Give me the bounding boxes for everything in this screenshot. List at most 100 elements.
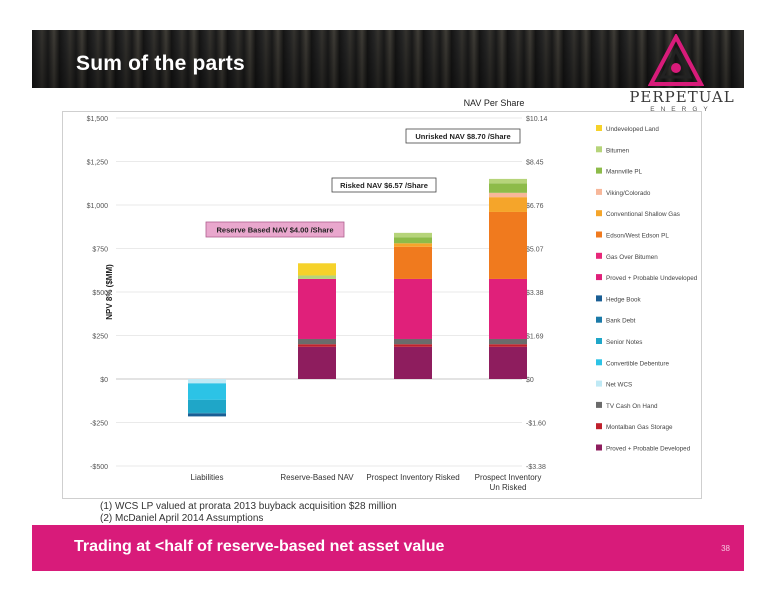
- y-tick-label: $1,000: [87, 203, 109, 210]
- bar-segment: [298, 278, 336, 339]
- x-tick-label: Reserve-Based NAV: [280, 473, 354, 482]
- y-tick-label: -$500: [90, 464, 108, 471]
- legend-label: Bank Debt: [606, 318, 636, 325]
- y-axis-title: NPV 8% ($MM): [105, 264, 114, 320]
- legend-swatch: [596, 316, 602, 323]
- legend-swatch: [596, 380, 602, 387]
- bar-segment: [489, 278, 527, 339]
- secondary-y-tick-label: $6.76: [526, 203, 544, 210]
- logo-subtitle: ENERGY: [650, 106, 714, 113]
- secondary-y-tick-label: -$1.60: [526, 421, 546, 428]
- footnote-1: (1) WCS LP valued at prorata 2013 buybac…: [100, 501, 397, 512]
- bar-segment: [489, 183, 527, 193]
- logo-mark-icon: [648, 34, 704, 86]
- legend-swatch: [596, 146, 602, 153]
- legend-label: Bitumen: [606, 147, 630, 154]
- legend-label: Edson/West Edson PL: [606, 233, 669, 240]
- bar-segment: [298, 344, 336, 347]
- legend-label: Convertible Debenture: [606, 360, 670, 367]
- y-tick-label: $1,250: [87, 160, 109, 167]
- secondary-y-tick-label: $10.14: [526, 116, 548, 123]
- annotation-label: Reserve Based NAV $4.00 /Share: [216, 226, 333, 235]
- bar-segment: [489, 192, 527, 198]
- bar-segment: [489, 178, 527, 184]
- page-number: 38: [721, 544, 730, 553]
- x-tick-label: Prospect Inventory Un Risked: [475, 473, 542, 492]
- legend-swatch: [596, 252, 602, 259]
- bar-segment: [489, 197, 527, 212]
- y-tick-label: $750: [92, 247, 108, 254]
- legend-label: Proved + Probable Undeveloped: [606, 275, 698, 282]
- bar-segment: [489, 211, 527, 279]
- legend-label: Net WCS: [606, 382, 632, 389]
- secondary-y-tick-label: $5.07: [526, 247, 544, 254]
- legend-label: Senior Notes: [606, 339, 642, 346]
- legend-label: Viking/Colorado: [606, 190, 651, 197]
- legend-swatch: [596, 359, 602, 366]
- annotation-label: Unrisked NAV $8.70 /Share: [415, 132, 510, 141]
- bar-segment: [188, 399, 226, 413]
- annotation-box: [405, 128, 521, 144]
- company-logo: PERPETUAL ENERGY: [608, 30, 744, 122]
- secondary-y-tick-label: $8.45: [526, 160, 544, 167]
- legend-swatch: [596, 295, 602, 302]
- legend-swatch: [596, 338, 602, 344]
- legend-label: Hedge Book: [606, 296, 642, 303]
- bar-segment: [489, 346, 527, 379]
- bar-segment: [188, 413, 226, 417]
- bar-segment: [394, 338, 432, 345]
- banner-text: Trading at <half of reserve-based net as…: [74, 538, 445, 555]
- y-tick-label: $500: [92, 290, 108, 297]
- legend-swatch: [596, 125, 602, 131]
- bar-segment: [489, 338, 527, 345]
- legend-swatch: [596, 167, 602, 174]
- x-tick-label: Prospect Inventory Risked: [366, 473, 459, 482]
- slide-title: Sum of the parts: [76, 52, 245, 75]
- header-banner: [32, 30, 744, 88]
- bar-segment: [298, 263, 336, 276]
- legend-swatch: [596, 423, 602, 430]
- secondary-y-tick-label: -$3.38: [526, 464, 546, 471]
- legend-label: Montalban Gas Storage: [606, 424, 673, 431]
- annotation-label: Risked NAV $6.57 /Share: [340, 181, 428, 190]
- footnotes: (1) WCS LP valued at prorata 2013 buybac…: [100, 501, 397, 525]
- bar-segment: [298, 346, 336, 379]
- y-tick-label: $250: [92, 334, 108, 341]
- bar-segment: [298, 275, 336, 279]
- annotation-box: [205, 221, 345, 238]
- legend-label: Conventional Shallow Gas: [606, 211, 680, 218]
- y-tick-label: -$250: [90, 421, 108, 428]
- secondary-y-tick-label: $0: [526, 377, 534, 384]
- secondary-y-tick-label: $3.38: [526, 290, 544, 297]
- legend-label: Mannville PL: [606, 169, 643, 176]
- bar-segment: [489, 344, 527, 347]
- secondary-y-tick-label: $1.69: [526, 334, 544, 341]
- legend-swatch: [596, 210, 602, 217]
- bar-segment: [188, 383, 226, 400]
- summary-banner: Trading at <half of reserve-based net as…: [32, 525, 744, 571]
- legend-label: Undeveloped Land: [606, 126, 659, 133]
- bar-segment: [394, 278, 432, 339]
- x-tick-label: Liabilities: [191, 473, 224, 482]
- bar-segment: [298, 338, 336, 345]
- footnote-2: (2) McDaniel April 2014 Assumptions: [100, 513, 264, 524]
- y-tick-label: $0: [100, 377, 108, 384]
- legend-swatch: [596, 231, 602, 238]
- bar-segment: [394, 344, 432, 347]
- bar-segment: [188, 412, 226, 414]
- bar-segment: [394, 237, 432, 244]
- bar-segment: [394, 243, 432, 247]
- y-tick-label: $1,500: [87, 116, 109, 123]
- bar-segment: [394, 232, 432, 238]
- logo-name: PERPETUAL: [629, 88, 735, 106]
- bar-segment: [188, 379, 226, 384]
- legend-swatch: [596, 188, 602, 195]
- legend-swatch: [596, 274, 602, 281]
- legend-swatch: [596, 401, 602, 408]
- annotation-box: [331, 177, 437, 193]
- secondary-axis-title: NAV Per Share: [464, 98, 525, 108]
- bar-segment: [394, 246, 432, 279]
- legend-label: TV Cash On Hand: [606, 403, 658, 410]
- legend-label: Proved + Probable Developed: [606, 446, 691, 453]
- legend-label: Gas Over Bitumen: [606, 254, 658, 261]
